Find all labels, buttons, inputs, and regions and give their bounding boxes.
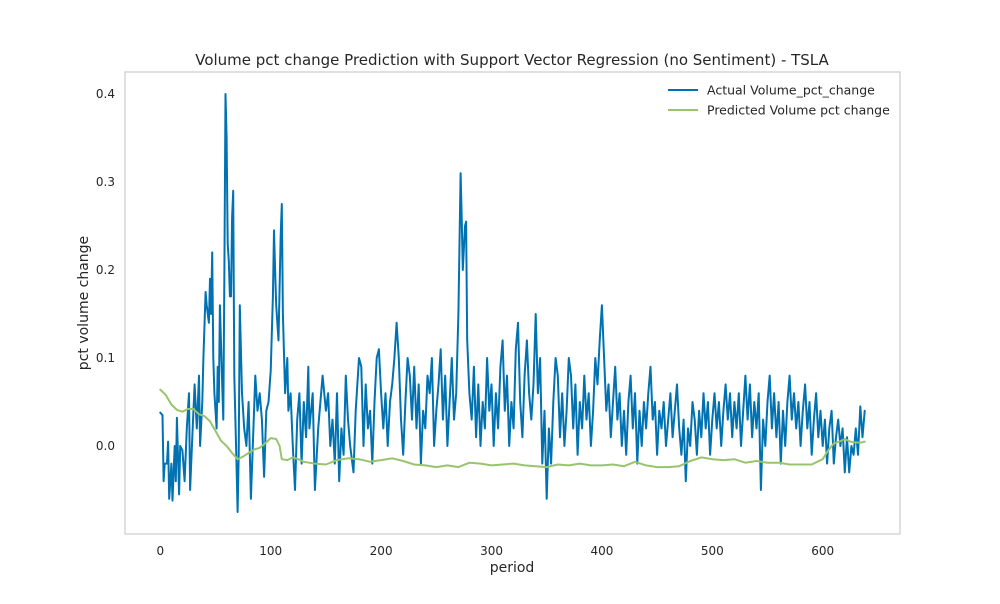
x-axis-ticks: 0 100 200 300 400 500 600: [157, 544, 835, 558]
legend-label: Predicted Volume pct change: [707, 103, 890, 118]
x-tick-label: 500: [701, 544, 724, 558]
series-layer: [159, 93, 866, 513]
y-tick-label: 0.2: [96, 263, 115, 277]
y-tick-label: 0.3: [96, 175, 115, 189]
chart-title: Volume pct change Prediction with Suppor…: [195, 51, 829, 69]
x-tick-label: 200: [370, 544, 393, 558]
x-tick-label: 400: [590, 544, 613, 558]
legend: Actual Volume_pct_change Predicted Volume…: [668, 83, 890, 118]
y-tick-label: 0.4: [96, 87, 115, 101]
x-axis-label: period: [490, 560, 535, 576]
y-tick-label: 0.0: [96, 439, 115, 453]
y-tick-label: 0.1: [96, 351, 115, 365]
legend-label: Actual Volume_pct_change: [707, 83, 875, 98]
actual-series-line: [159, 93, 866, 513]
x-tick-label: 600: [811, 544, 834, 558]
y-axis-label: pct volume change: [76, 236, 92, 370]
x-tick-label: 300: [480, 544, 503, 558]
predicted-series-line: [159, 388, 866, 469]
y-axis-ticks: 0.0 0.1 0.2 0.3 0.4: [96, 87, 115, 453]
x-tick-label: 0: [157, 544, 165, 558]
x-tick-label: 100: [259, 544, 282, 558]
plot-area: [124, 71, 901, 535]
